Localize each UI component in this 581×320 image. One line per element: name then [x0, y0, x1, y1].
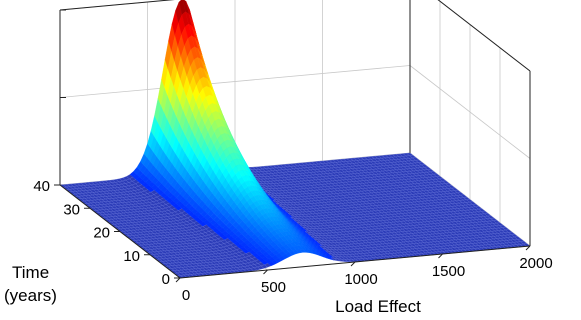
x-tick-mark [175, 277, 181, 283]
axis-edge [59, 0, 175, 11]
y-tick-label: 10 [123, 248, 140, 265]
y-axis-label-line1: Time [12, 263, 49, 282]
axis-edge [437, 0, 531, 72]
grid-line [409, 65, 531, 159]
x-axis-label: Load Effect [335, 297, 421, 316]
y-tick-label: 40 [33, 178, 50, 195]
x-tick-label: 2000 [519, 255, 552, 272]
y-tick-label: 20 [93, 225, 110, 242]
y-tick-label: 0 [162, 271, 170, 288]
x-tick-label: 1000 [344, 271, 377, 288]
y-axis-label-line2: (years) [4, 286, 57, 305]
y-tick-label: 30 [63, 201, 80, 218]
grid-line [59, 65, 411, 98]
x-tick-label: 500 [261, 279, 286, 296]
x-tick-label: 0 [182, 287, 190, 304]
x-tick-label: 1500 [432, 263, 465, 280]
surface-plot [59, 0, 531, 279]
